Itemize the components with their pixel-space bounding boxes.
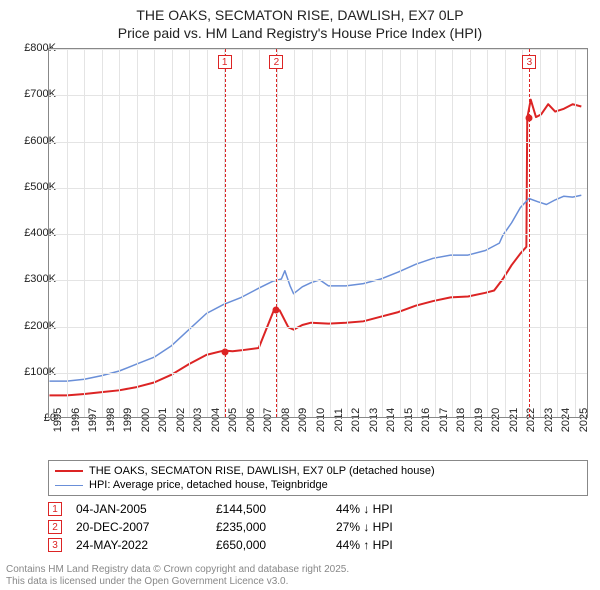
sale-marker-dot (526, 115, 533, 122)
plot-area: 1 2 3 (48, 48, 588, 418)
gridline-v (575, 49, 576, 417)
sales-row: 2 20-DEC-2007£235,00027% ↓ HPI (48, 518, 588, 536)
sale-marker-line (276, 49, 277, 417)
legend-label: THE OAKS, SECMATON RISE, DAWLISH, EX7 0L… (89, 465, 435, 477)
gridline-v (435, 49, 436, 417)
sales-row-marker: 3 (48, 538, 62, 552)
gridline-v (487, 49, 488, 417)
legend-swatch (55, 470, 83, 472)
gridline-v (417, 49, 418, 417)
sales-table: 1 04-JAN-2005£144,50044% ↓ HPI 2 20-DEC-200… (48, 500, 588, 554)
gridline-v (137, 49, 138, 417)
series-line (49, 195, 581, 381)
gridline-v (330, 49, 331, 417)
sales-price: £235,000 (216, 520, 336, 534)
legend-item: HPI: Average price, detached house, Teig… (55, 478, 581, 492)
gridline-v (119, 49, 120, 417)
gridline-h (49, 49, 587, 50)
gridline-v (557, 49, 558, 417)
sale-marker-line (529, 49, 530, 417)
gridline-v (172, 49, 173, 417)
sale-marker-dot (221, 349, 228, 356)
gridline-v (259, 49, 260, 417)
gridline-v (102, 49, 103, 417)
gridline-h (49, 327, 587, 328)
gridline-h (49, 234, 587, 235)
line-series-svg (49, 49, 587, 417)
sales-diff: 44% ↑ HPI (336, 538, 456, 552)
gridline-v (312, 49, 313, 417)
sale-marker-dot (273, 307, 280, 314)
sales-price: £650,000 (216, 538, 336, 552)
legend-item: THE OAKS, SECMATON RISE, DAWLISH, EX7 0L… (55, 464, 581, 478)
gridline-v (365, 49, 366, 417)
sales-row: 3 24-MAY-2022£650,00044% ↑ HPI (48, 536, 588, 554)
gridline-v (347, 49, 348, 417)
gridline-v (400, 49, 401, 417)
title-line-2: Price paid vs. HM Land Registry's House … (0, 24, 600, 42)
gridline-v (540, 49, 541, 417)
gridline-v (189, 49, 190, 417)
gridline-v (207, 49, 208, 417)
gridline-h (49, 373, 587, 374)
sales-date: 04-JAN-2005 (76, 502, 216, 516)
sales-price: £144,500 (216, 502, 336, 516)
sale-marker-line (225, 49, 226, 417)
gridline-v (84, 49, 85, 417)
gridline-h (49, 188, 587, 189)
gridline-v (294, 49, 295, 417)
series-line (49, 100, 581, 396)
gridline-h (49, 142, 587, 143)
sales-diff: 27% ↓ HPI (336, 520, 456, 534)
gridline-v (470, 49, 471, 417)
legend-label: HPI: Average price, detached house, Teig… (89, 479, 328, 491)
sales-diff: 44% ↓ HPI (336, 502, 456, 516)
attribution-line-2: This data is licensed under the Open Gov… (6, 576, 349, 588)
sales-row-marker: 2 (48, 520, 62, 534)
gridline-h (49, 280, 587, 281)
sale-marker-box: 2 (269, 55, 283, 69)
sale-marker-box: 1 (218, 55, 232, 69)
sales-row: 1 04-JAN-2005£144,50044% ↓ HPI (48, 500, 588, 518)
chart-container: THE OAKS, SECMATON RISE, DAWLISH, EX7 0L… (0, 0, 600, 590)
sales-date: 20-DEC-2007 (76, 520, 216, 534)
chart-title: THE OAKS, SECMATON RISE, DAWLISH, EX7 0L… (0, 0, 600, 42)
legend-swatch (55, 485, 83, 486)
attribution: Contains HM Land Registry data © Crown c… (6, 564, 349, 588)
sales-date: 24-MAY-2022 (76, 538, 216, 552)
legend: THE OAKS, SECMATON RISE, DAWLISH, EX7 0L… (48, 460, 588, 496)
sales-row-marker: 1 (48, 502, 62, 516)
attribution-line-1: Contains HM Land Registry data © Crown c… (6, 564, 349, 576)
title-line-1: THE OAKS, SECMATON RISE, DAWLISH, EX7 0L… (0, 6, 600, 24)
gridline-v (242, 49, 243, 417)
gridline-v (522, 49, 523, 417)
sale-marker-box: 3 (522, 55, 536, 69)
gridline-h (49, 95, 587, 96)
gridline-v (505, 49, 506, 417)
gridline-v (154, 49, 155, 417)
gridline-v (452, 49, 453, 417)
gridline-v (67, 49, 68, 417)
gridline-v (382, 49, 383, 417)
